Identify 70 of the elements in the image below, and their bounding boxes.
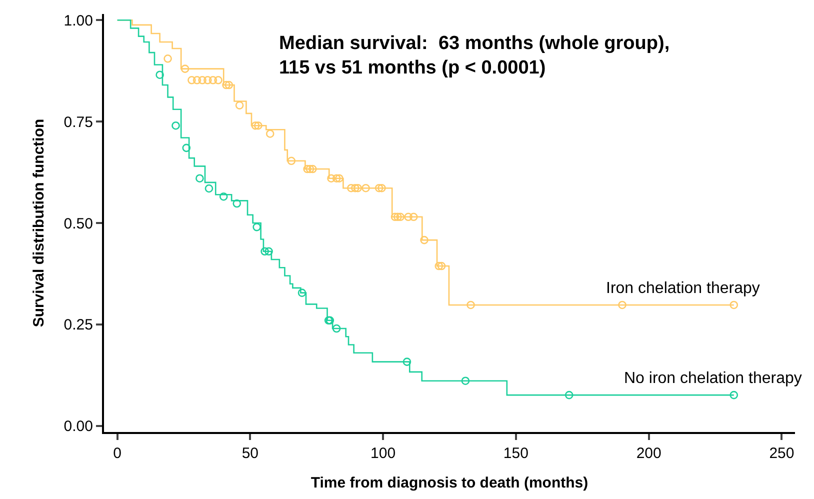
point [378,184,386,192]
point [420,236,428,244]
point [434,262,444,270]
y-tick-label: 0.00 [64,418,93,436]
point [164,54,172,63]
point [287,156,296,166]
point [198,76,206,84]
x-axis-title: Time from diagnosis to death (months) [310,474,588,492]
x-tick-label: 250 [769,445,794,462]
point [351,184,360,192]
point [390,212,400,222]
y-tick-label: 0.50 [64,215,93,232]
point [172,121,180,130]
point [222,80,230,90]
point [180,64,190,73]
point [362,184,370,192]
point [260,247,269,256]
point [308,164,317,174]
series-label: No iron chelation therapy [624,370,802,387]
annotation: Median survival: 63 months (whole group), 115 vs 51 months (p < 0.0001) [279,33,670,79]
point [208,76,218,84]
point [618,300,626,310]
y-tick-label: 0.25 [64,316,93,334]
point [396,212,404,222]
point [437,262,446,270]
x-tick-label: 150 [503,445,528,462]
point [409,212,418,222]
point [298,288,306,297]
point [564,390,574,400]
point [188,76,196,84]
point [332,174,341,183]
point [192,76,202,84]
point [254,121,262,130]
point [219,192,228,201]
point [224,80,234,90]
point [252,222,261,232]
point [327,174,336,183]
point [264,247,273,256]
point [204,76,212,84]
x-tick-label: 100 [370,445,396,462]
point [404,212,412,222]
point [332,324,341,333]
series-label: Iron chelation therapy [606,280,760,297]
point [251,121,260,130]
point [306,164,314,174]
point [466,300,475,310]
y-axis-title: Survival distribution function [30,118,48,328]
x-tick-label: 50 [242,445,259,462]
point [354,184,362,192]
point [402,358,412,366]
point [347,184,356,192]
point [303,164,312,174]
point [156,70,164,80]
point [730,390,738,400]
point [266,130,274,138]
point [335,174,344,183]
y-tick-label: 1.00 [64,12,93,30]
point [374,184,384,192]
point [196,174,204,183]
x-tick-label: 200 [636,445,662,462]
point [730,300,738,310]
point [235,101,244,110]
point [182,144,191,152]
point [232,199,242,208]
x-tick-label: 0 [113,445,122,462]
point [461,376,470,386]
point [214,76,222,84]
y-tick-label: 0.75 [64,114,93,131]
point [204,184,214,193]
point [394,212,402,222]
